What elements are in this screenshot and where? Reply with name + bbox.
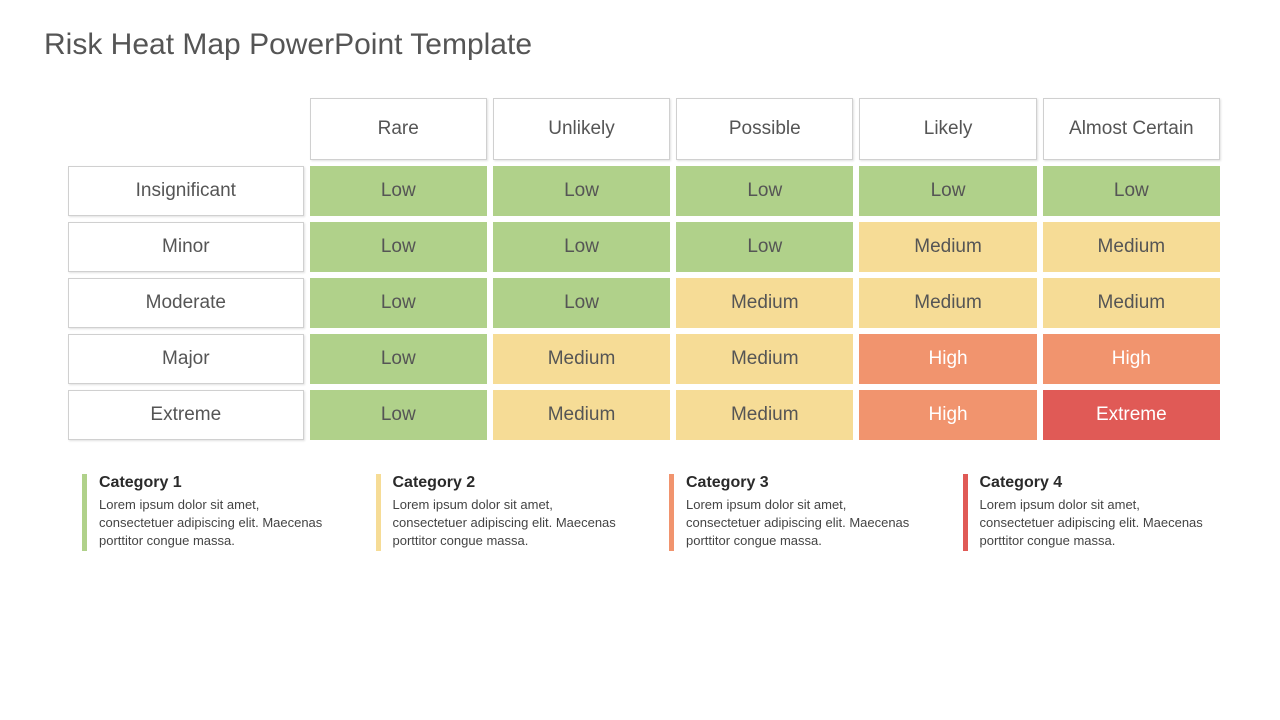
heatmap-cell: Low [859, 166, 1036, 216]
heatmap-cell: Low [676, 222, 853, 272]
legend-item: Category 2 Lorem ipsum dolor sit amet, co… [376, 474, 630, 551]
heatmap-row: ExtremeLowMediumMediumHighExtreme [68, 390, 1220, 440]
heatmap-row: ModerateLowLowMediumMediumMedium [68, 278, 1220, 328]
heatmap-cell: Low [493, 278, 670, 328]
heatmap-container: RareUnlikelyPossibleLikelyAlmost Certain… [62, 92, 1226, 446]
slide-title: Risk Heat Map PowerPoint Template [44, 28, 1236, 62]
heatmap-cell: High [1043, 334, 1220, 384]
legend-item: Category 3 Lorem ipsum dolor sit amet, co… [669, 474, 923, 551]
legend-item: Category 1 Lorem ipsum dolor sit amet, co… [82, 474, 336, 551]
heatmap-corner [68, 98, 304, 160]
heatmap-row-header: Moderate [68, 278, 304, 328]
legend-item-title: Category 2 [393, 474, 630, 492]
legend-item-text: Lorem ipsum dolor sit amet, consectetuer… [99, 496, 336, 551]
legend: Category 1 Lorem ipsum dolor sit amet, co… [82, 474, 1216, 551]
heatmap-cell: Medium [676, 390, 853, 440]
legend-item-title: Category 3 [686, 474, 923, 492]
heatmap-row: InsignificantLowLowLowLowLow [68, 166, 1220, 216]
heatmap-cell: High [859, 334, 1036, 384]
heatmap-cell: Low [676, 166, 853, 216]
heatmap-cell: Low [493, 222, 670, 272]
heatmap-col-header: Possible [676, 98, 853, 160]
heatmap-cell: Low [310, 222, 487, 272]
heatmap-cell: Medium [859, 222, 1036, 272]
heatmap-cell: Medium [1043, 222, 1220, 272]
risk-heatmap: RareUnlikelyPossibleLikelyAlmost Certain… [62, 92, 1226, 446]
heatmap-row: MajorLowMediumMediumHighHigh [68, 334, 1220, 384]
heatmap-row-header: Minor [68, 222, 304, 272]
legend-item-text: Lorem ipsum dolor sit amet, consectetuer… [980, 496, 1217, 551]
heatmap-cell: Medium [493, 334, 670, 384]
heatmap-cell: Low [310, 278, 487, 328]
heatmap-cell: Medium [676, 278, 853, 328]
heatmap-cell: Low [310, 390, 487, 440]
heatmap-cell: Low [310, 334, 487, 384]
legend-item-text: Lorem ipsum dolor sit amet, consectetuer… [686, 496, 923, 551]
heatmap-cell: Medium [1043, 278, 1220, 328]
heatmap-col-header: Likely [859, 98, 1036, 160]
heatmap-row-header: Insignificant [68, 166, 304, 216]
legend-item: Category 4 Lorem ipsum dolor sit amet, co… [963, 474, 1217, 551]
heatmap-cell: Medium [859, 278, 1036, 328]
legend-item-text: Lorem ipsum dolor sit amet, consectetuer… [393, 496, 630, 551]
heatmap-cell: Low [1043, 166, 1220, 216]
heatmap-col-header: Almost Certain [1043, 98, 1220, 160]
heatmap-cell: Low [493, 166, 670, 216]
heatmap-cell: Medium [493, 390, 670, 440]
heatmap-row: MinorLowLowLowMediumMedium [68, 222, 1220, 272]
legend-item-title: Category 4 [980, 474, 1217, 492]
slide: Risk Heat Map PowerPoint Template RareUn… [0, 0, 1280, 720]
heatmap-cell: Medium [676, 334, 853, 384]
heatmap-cell: Low [310, 166, 487, 216]
heatmap-cell: High [859, 390, 1036, 440]
heatmap-row-header: Extreme [68, 390, 304, 440]
heatmap-col-header: Rare [310, 98, 487, 160]
heatmap-cell: Extreme [1043, 390, 1220, 440]
heatmap-col-header: Unlikely [493, 98, 670, 160]
legend-item-title: Category 1 [99, 474, 336, 492]
heatmap-row-header: Major [68, 334, 304, 384]
